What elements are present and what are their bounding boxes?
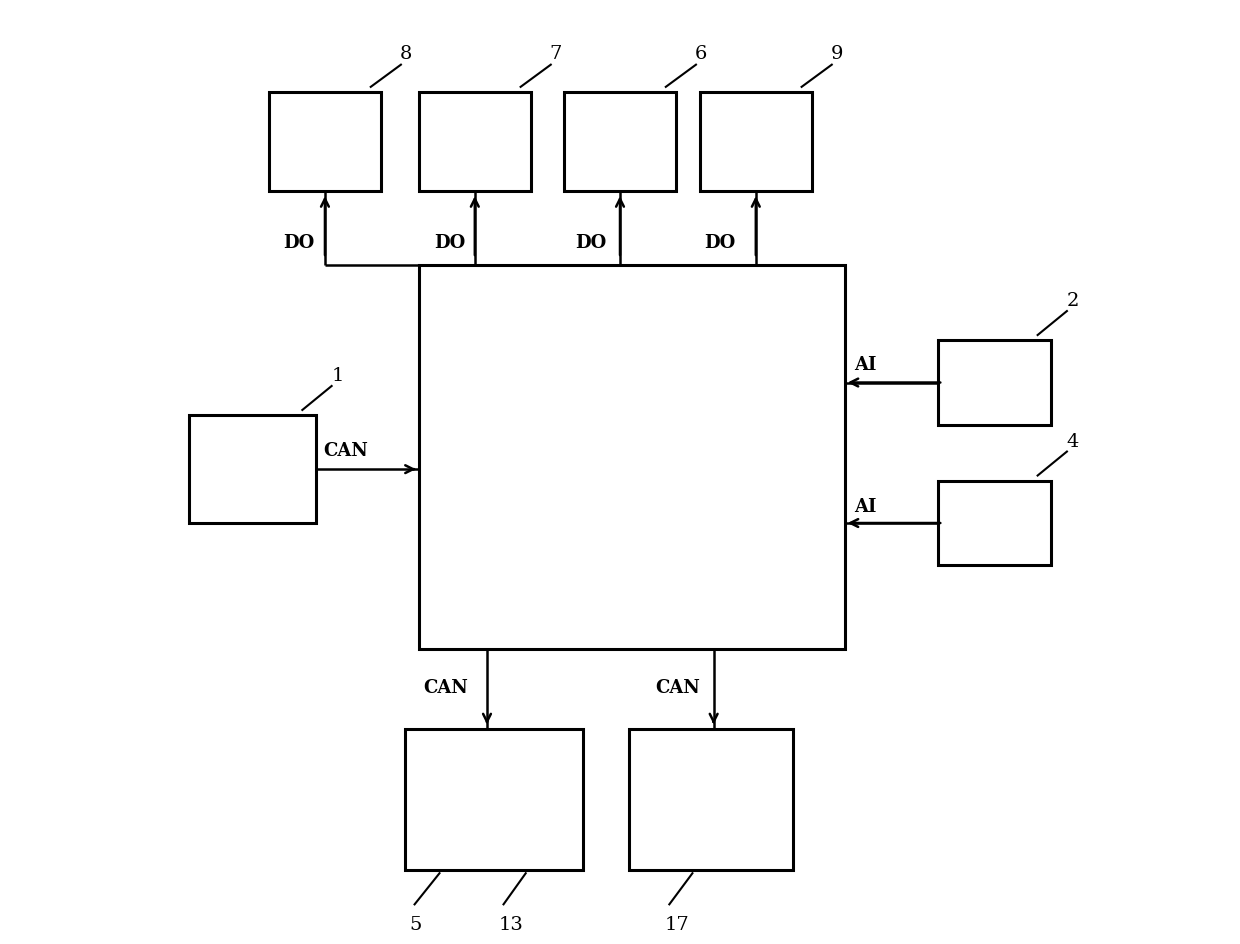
Text: AI: AI [854,497,877,515]
Text: 2: 2 [1066,292,1079,311]
Text: 5: 5 [409,915,422,933]
Text: 1: 1 [331,367,343,385]
Text: 8: 8 [399,45,412,63]
Text: 6: 6 [694,45,707,63]
Bar [419,266,844,649]
Text: 7: 7 [549,45,562,63]
Bar [939,341,1050,425]
Text: DO: DO [704,234,735,252]
Bar [404,730,583,869]
Bar [939,481,1050,565]
Bar [699,93,812,192]
Text: DO: DO [575,234,606,252]
Text: AI: AI [854,355,877,374]
Text: 17: 17 [665,915,689,933]
Bar [564,93,676,192]
Text: DO: DO [434,234,466,252]
Text: DO: DO [283,234,314,252]
Bar [419,93,531,192]
Text: 9: 9 [831,45,843,63]
Text: CAN: CAN [324,442,368,460]
Bar [630,730,794,869]
Bar [269,93,381,192]
Text: CAN: CAN [656,678,701,696]
Text: 4: 4 [1066,432,1079,450]
Bar [190,416,316,524]
Text: 13: 13 [498,915,523,933]
Text: CAN: CAN [423,678,469,696]
